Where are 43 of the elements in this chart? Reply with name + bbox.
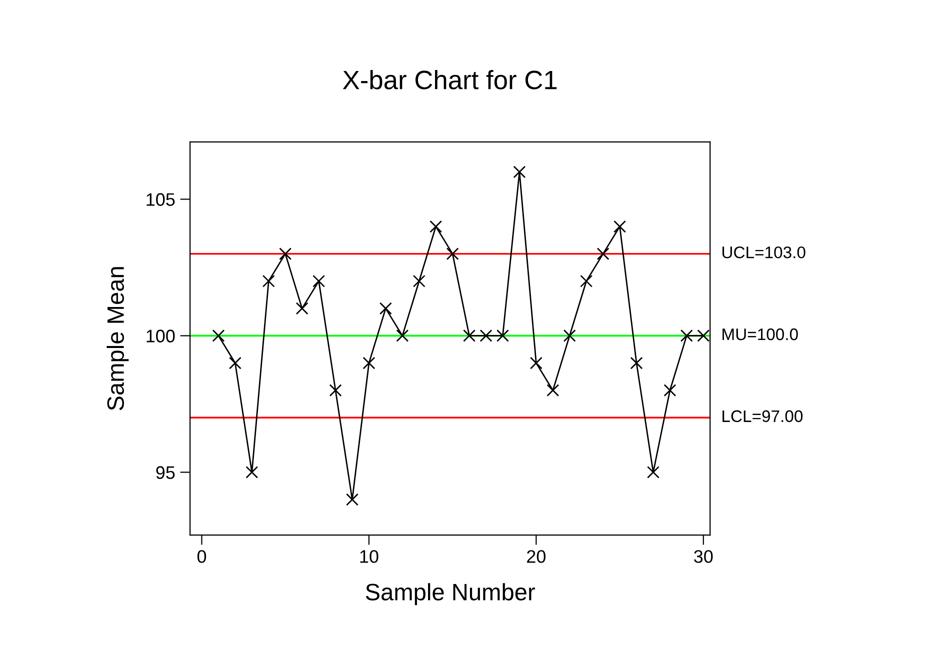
point xyxy=(697,329,710,342)
x-tick-label: 0 xyxy=(197,550,206,563)
point xyxy=(646,466,660,478)
point xyxy=(312,274,326,288)
point xyxy=(329,384,342,397)
point xyxy=(630,356,643,370)
ref-line-label: UCL=103.0 xyxy=(722,246,806,258)
point xyxy=(614,220,626,233)
x-tick-label: 30 xyxy=(694,550,713,563)
point xyxy=(496,329,509,342)
point xyxy=(296,302,308,315)
y-tick-label: 95 xyxy=(156,466,175,479)
point xyxy=(430,220,442,233)
y-axis-title: Sample Mean xyxy=(106,267,129,410)
x-tick-label: 20 xyxy=(527,550,546,563)
point xyxy=(463,329,476,342)
point xyxy=(680,329,693,342)
ref-line-label: MU=100.0 xyxy=(722,328,798,340)
chart-title: X-bar Chart for C1 xyxy=(342,70,557,90)
point xyxy=(596,248,610,260)
point xyxy=(446,248,459,260)
point xyxy=(563,329,576,342)
point xyxy=(480,329,492,342)
point xyxy=(546,384,560,397)
point xyxy=(412,274,426,288)
point xyxy=(279,248,292,260)
point xyxy=(530,356,542,370)
point xyxy=(580,274,593,288)
ref-line-label: LCL=97.00 xyxy=(722,410,803,422)
point xyxy=(346,493,358,506)
point xyxy=(212,329,225,342)
point xyxy=(379,302,392,315)
point xyxy=(246,466,258,478)
point xyxy=(664,384,676,397)
point xyxy=(513,166,526,178)
point xyxy=(262,274,275,288)
point xyxy=(228,356,242,370)
x-axis-title: Sample Number xyxy=(366,583,535,606)
y-tick-label: 100 xyxy=(146,330,175,342)
y-tick-label: 105 xyxy=(146,193,175,206)
x-tick-label: 10 xyxy=(360,550,378,563)
point xyxy=(362,356,376,370)
point xyxy=(396,329,409,342)
